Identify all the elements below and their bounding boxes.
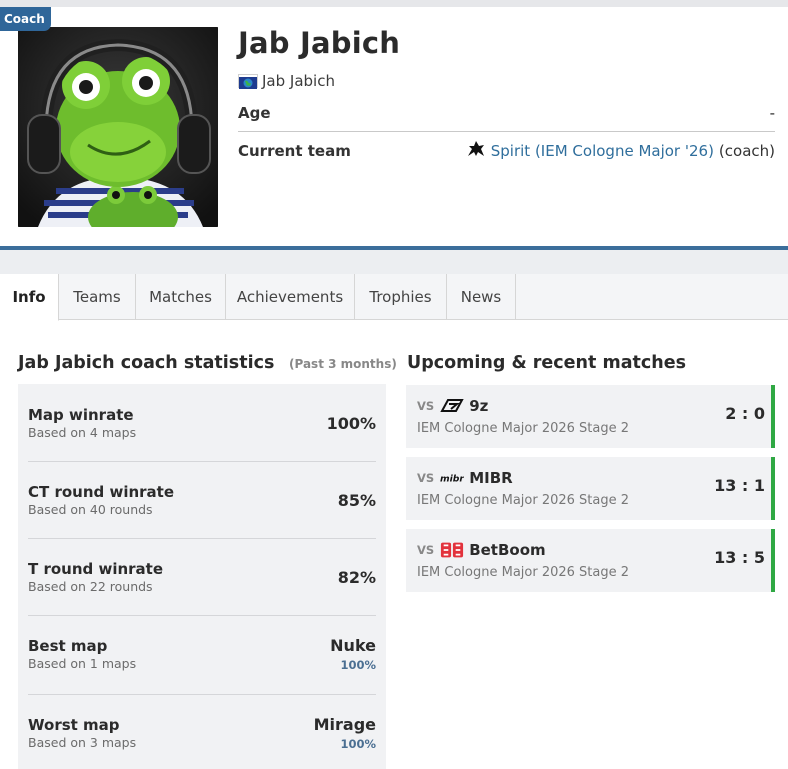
stat-value: 82% (337, 567, 376, 587)
stat-title: Worst map (28, 716, 120, 734)
match-score: 13 : 5 (714, 548, 765, 567)
stat-best-map: Best map Based on 1 maps Nuke 100% (28, 636, 376, 672)
tab-trophies[interactable]: Trophies (355, 274, 447, 320)
tab-info[interactable]: Info (0, 274, 59, 321)
match-card[interactable]: VS BetBoom IEM Cologne Major 2026 Stage … (406, 529, 775, 592)
coach-badge: Coach (0, 7, 51, 31)
match-event: IEM Cologne Major 2026 Stage 2 (417, 493, 630, 508)
opponent-name[interactable]: BetBoom (469, 541, 546, 559)
stat-t-round-winrate: T round winrate Based on 22 rounds 82% (28, 560, 376, 594)
spirit-logo-icon (466, 140, 486, 162)
age-label: Age (238, 104, 271, 122)
age-row: Age - (238, 101, 775, 125)
best-map-name[interactable]: Nuke (330, 636, 376, 655)
stat-subtitle: Based on 1 maps (28, 656, 137, 671)
stat-title: T round winrate (28, 560, 164, 578)
world-flag-icon (238, 74, 258, 89)
match-opponent-line: VS mibr MIBR (417, 469, 513, 487)
player-nickname: Jab Jabich (238, 26, 401, 60)
match-event: IEM Cologne Major 2026 Stage 2 (417, 565, 630, 580)
stat-ct-round-winrate: CT round winrate Based on 40 rounds 85% (28, 483, 376, 517)
tab-matches[interactable]: Matches (136, 274, 226, 320)
current-team-link[interactable]: Spirit (IEM Cologne Major '26) (490, 142, 714, 160)
vs-label: VS (417, 543, 435, 557)
match-opponent-line: VS 9z (417, 397, 488, 415)
match-score: 2 : 0 (725, 404, 765, 423)
real-name-text: Jab Jabich (262, 72, 335, 90)
player-real-name: Jab Jabich (238, 72, 335, 90)
opponent-name[interactable]: 9z (469, 397, 489, 415)
info-divider (238, 131, 775, 132)
profile-accent-line (0, 246, 788, 250)
match-card[interactable]: VS mibr MIBR IEM Cologne Major 2026 Stag… (406, 457, 775, 520)
coach-stats-panel: Map winrate Based on 4 maps 100% CT roun… (18, 384, 386, 769)
worst-map-name[interactable]: Mirage (313, 715, 376, 734)
stat-title: Map winrate (28, 406, 134, 424)
stat-divider (28, 538, 376, 539)
age-value: - (769, 104, 775, 122)
match-card[interactable]: VS 9z IEM Cologne Major 2026 Stage 2 2 :… (406, 385, 775, 448)
stat-divider (28, 615, 376, 616)
mibr-logo-icon: mibr (440, 469, 464, 487)
stat-value: Mirage 100% (314, 715, 376, 751)
current-team-label: Current team (238, 142, 351, 160)
vs-label: VS (417, 471, 435, 485)
stat-subtitle: Based on 40 rounds (28, 502, 153, 517)
stat-divider (28, 694, 376, 695)
profile-band (0, 250, 788, 274)
tab-teams[interactable]: Teams (59, 274, 136, 320)
stat-subtitle: Based on 4 maps (28, 425, 137, 440)
betboom-logo-icon (440, 541, 464, 559)
svg-text:mibr: mibr (440, 474, 464, 485)
stat-title: Best map (28, 637, 108, 655)
stat-worst-map: Worst map Based on 3 maps Mirage 100% (28, 715, 376, 751)
stat-subtitle: Based on 22 rounds (28, 579, 153, 594)
tab-achievements[interactable]: Achievements (226, 274, 355, 320)
player-avatar (18, 27, 218, 227)
match-event: IEM Cologne Major 2026 Stage 2 (417, 421, 630, 436)
stats-period: (Past 3 months) (289, 357, 397, 371)
stat-map-winrate: Map winrate Based on 4 maps 100% (28, 406, 376, 440)
match-score: 13 : 1 (714, 476, 765, 495)
team-role-suffix: (coach) (718, 142, 775, 160)
stat-title: CT round winrate (28, 483, 175, 501)
coach-stats-title: Jab Jabich coach statistics (18, 353, 275, 373)
stat-value: Nuke 100% (330, 636, 376, 672)
vs-label: VS (417, 399, 435, 413)
tab-news[interactable]: News (447, 274, 516, 320)
profile-tabs: Info Teams Matches Achievements Trophies… (0, 274, 788, 321)
worst-map-winrate: 100% (340, 737, 376, 751)
stat-value: 85% (337, 490, 376, 510)
current-team-value: Spirit (IEM Cologne Major '26) (coach) (466, 140, 775, 162)
stat-subtitle: Based on 3 maps (28, 735, 137, 750)
matches-title: Upcoming & recent matches (407, 353, 686, 373)
frog-plush-image (18, 27, 218, 227)
match-opponent-line: VS BetBoom (417, 541, 546, 559)
opponent-name[interactable]: MIBR (469, 469, 513, 487)
9z-logo-icon (440, 397, 464, 415)
current-team-row: Current team Spirit (IEM Cologne Major '… (238, 139, 775, 163)
best-map-winrate: 100% (340, 658, 376, 672)
stat-divider (28, 461, 376, 462)
stat-value: 100% (326, 413, 376, 433)
top-strip (0, 0, 788, 7)
